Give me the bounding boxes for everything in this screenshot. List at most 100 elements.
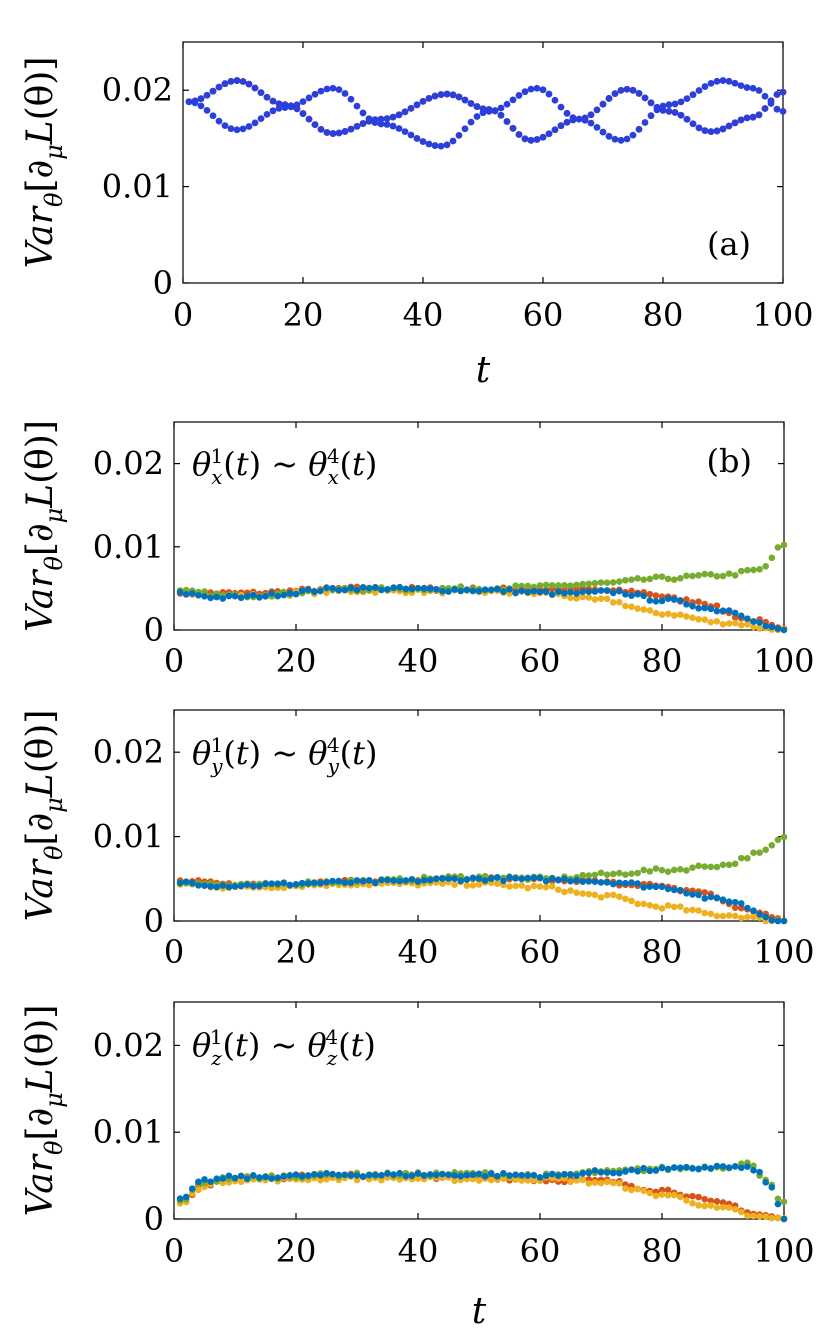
data-point <box>701 83 709 90</box>
data-point <box>731 79 739 87</box>
data-point <box>469 882 477 889</box>
data-point <box>414 878 422 885</box>
data-point <box>353 1172 361 1179</box>
data-point <box>731 1206 739 1213</box>
data-point <box>744 1212 751 1220</box>
data-point <box>280 591 288 599</box>
data-point <box>774 836 782 844</box>
data-point <box>597 894 605 901</box>
data-point <box>677 111 685 119</box>
data-point <box>311 879 318 886</box>
data-point <box>384 876 391 884</box>
data-point <box>597 595 605 602</box>
data-point <box>372 879 379 887</box>
data-point <box>622 1185 629 1192</box>
data-point <box>443 90 451 98</box>
data-point <box>551 126 559 134</box>
data-point <box>701 604 708 612</box>
data-point <box>677 611 684 618</box>
data-point <box>545 130 553 138</box>
data-point <box>573 889 580 897</box>
x-tick-label: 40 <box>398 1232 439 1270</box>
data-point <box>536 874 544 882</box>
data-point <box>524 874 532 882</box>
data-point <box>567 594 574 602</box>
data-point <box>591 1167 599 1174</box>
data-point <box>317 587 324 595</box>
data-point <box>658 883 666 891</box>
data-point <box>628 576 635 583</box>
data-point <box>652 883 660 891</box>
data-point <box>305 94 313 102</box>
data-point <box>395 111 403 119</box>
data-point <box>616 587 623 595</box>
data-point <box>605 132 613 140</box>
data-point <box>665 108 673 115</box>
data-point <box>670 596 678 603</box>
data-point <box>390 877 397 884</box>
data-point <box>671 109 679 116</box>
data-point <box>658 1186 666 1194</box>
data-point <box>628 1186 635 1194</box>
axes-box <box>173 709 785 922</box>
data-point <box>664 885 672 893</box>
data-point <box>461 96 469 104</box>
data-point <box>599 100 607 108</box>
data-point <box>221 80 229 88</box>
data-point <box>182 878 190 885</box>
data-point <box>774 917 782 925</box>
data-point <box>569 114 577 121</box>
data-point <box>677 597 684 604</box>
data-point <box>719 572 727 580</box>
data-point <box>527 136 535 144</box>
data-point <box>268 590 275 597</box>
y-tick-label: 0.01 <box>93 528 164 566</box>
data-point <box>591 891 599 899</box>
data-point <box>609 589 617 597</box>
data-point <box>317 87 325 95</box>
data-point <box>768 554 776 562</box>
data-point <box>439 880 446 887</box>
data-point <box>420 876 428 884</box>
data-point <box>384 1170 391 1177</box>
data-point <box>506 873 513 881</box>
data-point <box>683 572 690 580</box>
data-point <box>683 115 691 123</box>
data-point <box>603 587 611 594</box>
data-point <box>599 128 607 136</box>
data-point <box>623 135 631 143</box>
data-point <box>641 94 649 102</box>
data-point <box>762 563 769 570</box>
data-point <box>433 1171 440 1179</box>
data-point <box>467 118 475 126</box>
data-point <box>683 906 690 914</box>
data-point <box>263 110 271 118</box>
data-point <box>329 130 337 137</box>
data-point <box>251 84 259 92</box>
data-point <box>634 880 641 887</box>
data-point <box>731 119 739 127</box>
data-point <box>378 586 385 594</box>
data-point <box>473 113 481 120</box>
data-point <box>623 85 631 93</box>
x-tick-label: 0 <box>164 933 184 971</box>
data-point <box>521 135 529 143</box>
data-point <box>524 1172 532 1179</box>
data-point <box>231 1175 239 1182</box>
data-point <box>243 1175 251 1182</box>
data-point <box>237 1178 245 1186</box>
data-point <box>713 607 721 615</box>
data-point <box>539 86 547 94</box>
data-point <box>286 590 294 597</box>
data-point <box>555 582 562 589</box>
data-point <box>622 871 629 878</box>
data-point <box>634 869 641 877</box>
data-point <box>731 1163 739 1170</box>
data-point <box>701 909 708 917</box>
data-point <box>542 581 550 589</box>
data-point <box>634 590 641 598</box>
data-point <box>414 1170 422 1177</box>
data-point <box>774 1200 782 1208</box>
y-axis-label: Varθ[∂μL(θ)] <box>20 420 68 632</box>
data-point <box>449 137 457 145</box>
